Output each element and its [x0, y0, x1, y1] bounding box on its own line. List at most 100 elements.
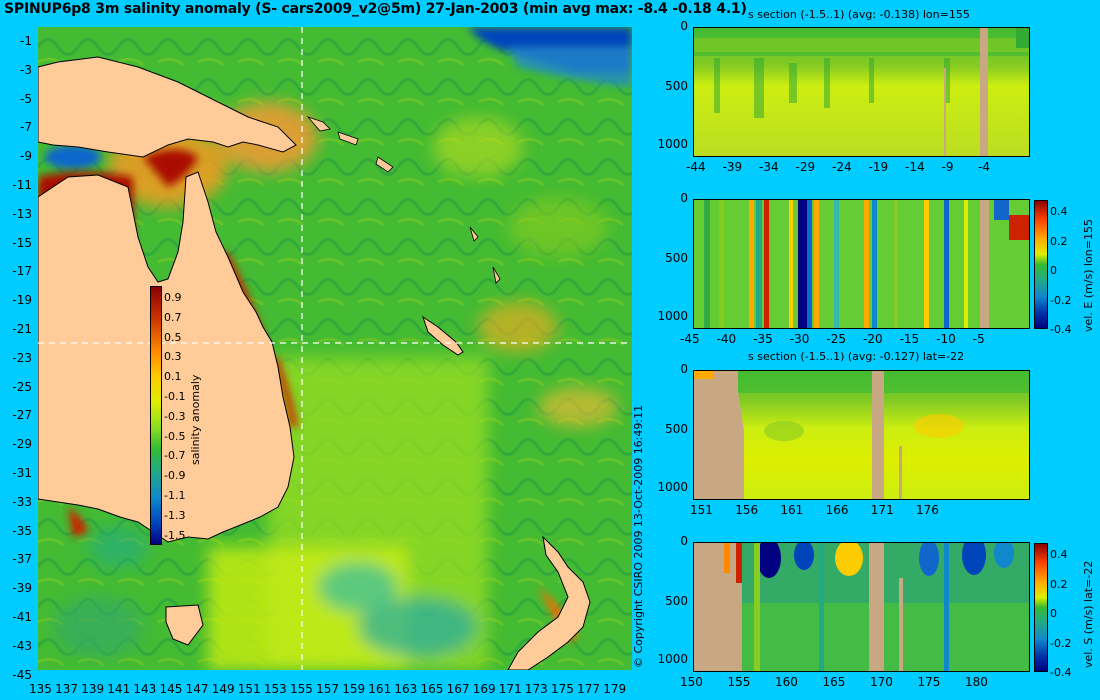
section-x-tick-label: -4: [978, 160, 990, 174]
section-3-svg: [694, 371, 1029, 499]
lon-tick-label: 167: [446, 682, 470, 696]
lat-tick-label: -27: [12, 408, 32, 423]
section-y-tick-label: 1000: [657, 480, 688, 494]
section-x-tick-label: -15: [899, 332, 920, 346]
section-colorbar-tick-label: 0: [1050, 264, 1057, 277]
section-x-tick-label: -34: [759, 160, 779, 174]
salinity-map[interactable]: [38, 27, 632, 670]
colorbar-tick-label: 0.3: [164, 350, 182, 364]
section-x-tick-label: -44: [686, 160, 706, 174]
lon-tick-label: 153: [263, 682, 287, 696]
colorbar-tick-label: -0.1: [164, 390, 186, 403]
colorbar-tick-label: 0.1: [164, 370, 182, 384]
section-y-tick-label: 500: [665, 79, 688, 93]
lat-tick-label: -35: [12, 523, 32, 538]
section-x-tick-label: 166: [825, 503, 849, 517]
lat-tick-label: -17: [12, 264, 32, 279]
section-colorbar-tick-label: 0: [1050, 607, 1057, 620]
lat-tick-label: -15: [12, 235, 32, 250]
lat-tick-label: -37: [12, 552, 32, 567]
colorbar-tick-label: -1.1: [164, 489, 186, 502]
lat-tick-label: -33: [12, 494, 32, 509]
section-colorbar-tick-label: 0.4: [1050, 205, 1068, 218]
lat-tick-label: -25: [12, 379, 32, 394]
section-x-tick-label: -5: [972, 332, 985, 346]
lon-tick-label: 147: [185, 682, 209, 696]
lon-tick-label: 141: [107, 682, 131, 696]
section-y-tick-label: 0: [680, 191, 688, 205]
section-x-tick-label: -19: [868, 160, 889, 174]
lon-tick-label: 173: [524, 682, 548, 696]
section-x-tick-label: 176: [916, 503, 939, 517]
lon-tick-label: 161: [368, 682, 392, 696]
lat-tick-label: -13: [12, 206, 32, 221]
section-x-tick-label: -30: [789, 332, 810, 346]
section-x-tick-label: -40: [716, 332, 737, 346]
lat-tick-label: -29: [12, 437, 32, 452]
section-x-tick-label: -45: [680, 332, 700, 346]
section-x-tick-label: 150: [680, 675, 703, 689]
lat-tick-label: -23: [12, 350, 32, 365]
section-x-tick-label: 160: [775, 675, 798, 689]
section-4-colorbar-label: vel. S (m/s) lat=-22: [1082, 560, 1095, 668]
section-x-tick-label: 180: [965, 675, 988, 689]
section-x-tick-label: -24: [832, 160, 852, 174]
section-x-tick-label: 151: [690, 503, 713, 517]
colorbar-tick-label: 0.9: [164, 291, 182, 304]
section-2-plot[interactable]: [693, 199, 1030, 329]
section-colorbar-tick-label: 0.2: [1050, 234, 1068, 248]
section-x-tick-label: -10: [936, 332, 956, 346]
lon-tick-label: 157: [316, 682, 339, 696]
section-4-colorbar: [1034, 543, 1048, 672]
lon-tick-label: 171: [498, 682, 522, 696]
section-1-plot[interactable]: [693, 27, 1030, 157]
lon-tick-label: 135: [29, 682, 52, 696]
section-x-tick-label: 165: [822, 675, 846, 689]
lat-tick-label: -43: [12, 638, 32, 653]
section-y-tick-label: 1000: [657, 652, 688, 666]
section-y-tick-label: 1000: [657, 309, 688, 323]
lat-tick-label: -11: [12, 178, 32, 192]
section-x-tick-label: -29: [795, 160, 816, 174]
lon-tick-label: 177: [577, 682, 600, 696]
colorbar-tick-label: 0.5: [164, 330, 182, 344]
section-colorbar-tick-label: 0.2: [1050, 577, 1068, 591]
section-x-tick-label: 175: [917, 675, 941, 689]
lon-tick-label: 155: [290, 682, 313, 696]
lat-tick-label: -31: [12, 466, 32, 480]
lat-tick-label: -7: [20, 120, 32, 135]
section-4-plot[interactable]: [693, 542, 1030, 672]
section-y-tick-label: 500: [665, 422, 688, 436]
lat-tick-label: -3: [20, 62, 32, 77]
section-x-tick-label: -25: [826, 332, 846, 346]
colorbar-tick-label: -0.7: [164, 449, 186, 463]
section-4-svg: [694, 543, 1029, 671]
section-1-svg: [694, 28, 1029, 156]
section-y-tick-label: 0: [680, 362, 688, 376]
section-3-plot[interactable]: [693, 370, 1030, 500]
section-x-tick-label: -14: [905, 160, 925, 174]
lon-tick-label: 151: [237, 682, 261, 696]
section-x-tick-label: -9: [941, 160, 954, 174]
colorbar-tick-label: 0.7: [164, 310, 182, 324]
figure-title: SPINUP6p8 3m salinity anomaly (S- cars20…: [4, 1, 747, 17]
section-x-tick-label: -35: [753, 332, 773, 346]
section-colorbar-tick-label: 0.4: [1050, 548, 1068, 561]
colorbar-tick-label: -0.5: [164, 429, 186, 443]
lat-tick-label: -39: [12, 581, 32, 596]
lat-tick-label: -5: [20, 91, 32, 106]
lon-tick-label: 179: [603, 682, 627, 696]
section-2-colorbar: [1034, 200, 1048, 329]
section-y-tick-label: 1000: [657, 137, 688, 151]
section-2-svg: [694, 200, 1029, 328]
copyright-text: © Copyright CSIRO 2009 13-Oct-2009 16:49…: [632, 404, 645, 668]
section-colorbar-tick-label: -0.4: [1050, 666, 1072, 679]
lon-tick-label: 159: [342, 682, 366, 696]
section-3-title: s section (-1.5..1) (avg: -0.127) lat=-2…: [748, 350, 965, 363]
lat-tick-label: -19: [12, 293, 32, 308]
colorbar-tick-label: -0.3: [164, 409, 186, 423]
section-x-tick-label: 156: [735, 503, 759, 517]
section-x-tick-label: 155: [727, 675, 751, 689]
section-x-tick-label: -20: [863, 332, 883, 346]
section-1-title: s section (-1.5..1) (avg: -0.138) lon=15…: [748, 8, 970, 21]
